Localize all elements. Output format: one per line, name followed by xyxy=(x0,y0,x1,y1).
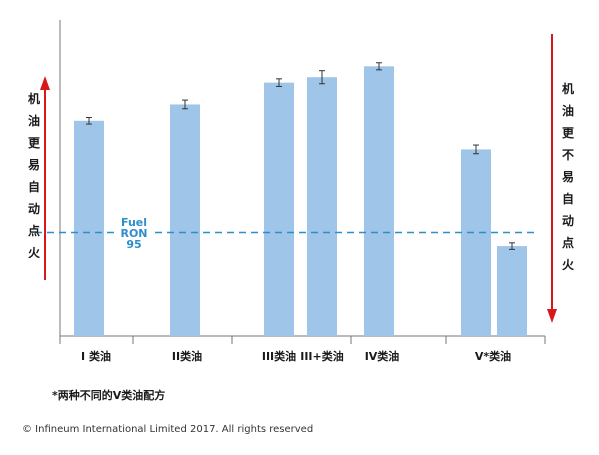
category-label: III类油 xyxy=(262,349,296,363)
footnote: *两种不同的V类油配方 xyxy=(52,389,166,402)
bar-series xyxy=(74,62,527,336)
bar xyxy=(497,246,527,336)
bar xyxy=(461,149,491,336)
category-label: III+类油 xyxy=(300,349,344,363)
bar xyxy=(170,104,200,336)
bar xyxy=(264,82,294,336)
bar xyxy=(364,66,394,336)
bar xyxy=(307,77,337,336)
reference-line-label: Fuel xyxy=(121,216,147,229)
direction-arrows xyxy=(40,34,557,323)
right-axis-label: 机 油 更 不 易 自 动 点 火 xyxy=(561,82,574,272)
up-arrow-head xyxy=(40,76,50,90)
category-label: IV类油 xyxy=(365,349,400,363)
category-label: I 类油 xyxy=(81,349,111,363)
category-label: II类油 xyxy=(172,349,202,363)
down-arrow-head xyxy=(547,309,557,323)
bar xyxy=(74,120,104,336)
reference-label-background xyxy=(114,214,154,256)
category-label: V*类油 xyxy=(475,349,511,363)
reference-line-label: RON xyxy=(120,227,147,240)
left-axis-label: 机 油 更 易 自 动 点 火 xyxy=(27,92,40,260)
reference-line-label: 95 xyxy=(126,238,141,251)
category-labels: I 类油 II类油 III类油 III+类油 IV类油 V*类油 xyxy=(81,349,511,363)
copyright: © Infineum International Limited 2017. A… xyxy=(22,424,314,435)
